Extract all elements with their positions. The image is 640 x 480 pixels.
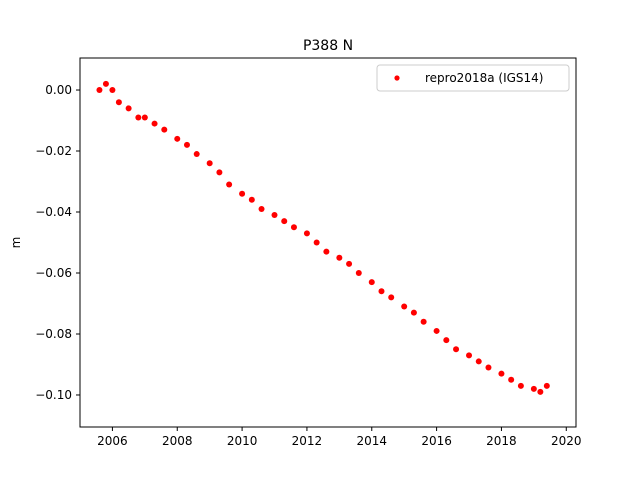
data-point [453, 346, 460, 353]
y-axis: 0.00 −0.02 −0.04 −0.06 −0.08 −0.10 [35, 83, 80, 402]
data-point [388, 294, 395, 301]
data-point [336, 254, 343, 261]
plot-area-frame [79, 57, 577, 428]
data-point [174, 135, 181, 142]
data-point [466, 352, 473, 359]
data-point [135, 114, 142, 121]
data-point [239, 190, 246, 197]
data-point [226, 181, 233, 188]
data-point [271, 212, 278, 219]
data-point [313, 239, 320, 246]
x-tick-label: 2020 [551, 434, 582, 448]
chart-title: P388 N [303, 38, 353, 54]
data-point [248, 196, 255, 203]
y-tick-label: 0.00 [45, 83, 72, 97]
data-point [206, 160, 213, 167]
data-point [102, 80, 109, 87]
y-tick-label: −0.04 [35, 205, 72, 219]
data-point [281, 218, 288, 225]
data-point [193, 151, 200, 158]
x-tick-label: 2006 [97, 434, 128, 448]
data-point [485, 364, 492, 371]
data-point [378, 288, 385, 295]
data-point [303, 230, 310, 237]
data-point [183, 141, 190, 148]
data-points [96, 80, 550, 395]
data-point [517, 382, 524, 389]
data-point [368, 279, 375, 286]
y-tick-label: −0.06 [35, 266, 72, 280]
data-point [290, 224, 297, 231]
data-point [346, 260, 353, 267]
y-tick-label: −0.10 [35, 388, 72, 402]
x-tick-label: 2014 [356, 434, 387, 448]
data-point [216, 169, 223, 176]
legend: repro2018a (IGS14) [376, 64, 570, 92]
data-point [543, 382, 550, 389]
y-tick-label: −0.08 [35, 327, 72, 341]
x-axis: 2006 2008 2010 2012 2014 2016 2018 2020 [97, 427, 582, 448]
data-point [401, 303, 408, 310]
legend-label: repro2018a (IGS14) [425, 71, 543, 85]
data-point [109, 87, 116, 94]
data-point [420, 318, 427, 325]
data-point [115, 99, 122, 106]
x-tick-label: 2012 [292, 434, 323, 448]
legend-box [376, 64, 570, 92]
data-point [498, 370, 505, 377]
y-tick-label: −0.02 [35, 144, 72, 158]
legend-marker [394, 75, 400, 81]
data-point [410, 309, 417, 316]
data-point [96, 87, 103, 94]
data-point [508, 376, 515, 383]
x-tick-label: 2008 [162, 434, 193, 448]
x-tick-label: 2016 [421, 434, 452, 448]
x-tick-label: 2010 [227, 434, 258, 448]
y-axis-label: m [9, 237, 23, 249]
data-point [443, 337, 450, 344]
data-point [537, 388, 544, 395]
x-tick-label: 2018 [486, 434, 517, 448]
data-point [141, 114, 148, 121]
data-point [161, 126, 168, 133]
data-point [151, 120, 158, 127]
data-point [323, 248, 330, 255]
data-point [433, 327, 440, 334]
data-point [475, 358, 482, 365]
data-point [125, 105, 132, 112]
data-point [258, 205, 265, 212]
data-point [530, 385, 537, 392]
data-point [355, 269, 362, 276]
